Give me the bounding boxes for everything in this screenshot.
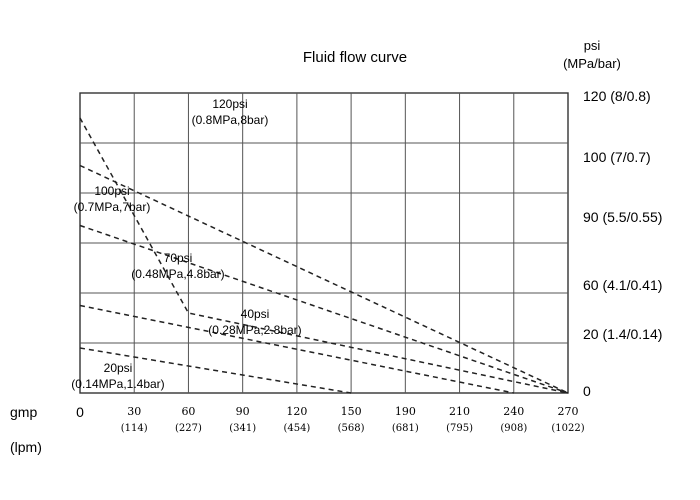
curve-labels: 120psi (0.8MPa,8bar) 100psi (0.7MPa,7bar) 70… bbox=[71, 97, 301, 391]
x-tick-sublabel: (681) bbox=[392, 423, 419, 434]
curve-4 bbox=[79, 347, 352, 394]
x-tick-sublabel: (454) bbox=[283, 423, 310, 434]
x-tick-label: 30 bbox=[127, 405, 141, 418]
x-tick-sublabel: (227) bbox=[175, 423, 202, 434]
x-tick-labels: 30 (114) 60 (227) 90 (341) 120 (454) 150 (568) 190… bbox=[121, 405, 585, 434]
y-tick-label: 20 (1.4/0.14) bbox=[583, 326, 662, 342]
x-tick-label: 60 bbox=[181, 405, 195, 418]
y-tick-label: 60 (4.1/0.41) bbox=[583, 277, 662, 293]
y-tick-labels: 120 (8/0.8) 100 (7/0.7) 90 (5.5/0.55) 60 (4… bbox=[583, 88, 662, 399]
x-tick-sublabel: (795) bbox=[446, 423, 473, 434]
x-zero-label: 0 bbox=[76, 404, 84, 420]
curve-label-3: 40psi bbox=[241, 307, 270, 321]
curve-sublabel-1: (0.7MPa,7bar) bbox=[74, 200, 151, 214]
y-tick-label: 100 (7/0.7) bbox=[583, 149, 651, 165]
x-tick-label: 150 bbox=[341, 405, 362, 418]
x-tick-sublabel: (1022) bbox=[551, 423, 584, 434]
chart-title: Fluid flow curve bbox=[303, 49, 407, 66]
curve-sublabel-2: (0.48MPa,4.8bar) bbox=[131, 267, 224, 281]
curve-label-2: 70psi bbox=[164, 251, 193, 265]
y-tick-label: 90 (5.5/0.55) bbox=[583, 209, 662, 225]
x-tick-sublabel: (568) bbox=[338, 423, 365, 434]
curve-label-4: 20psi bbox=[104, 361, 133, 375]
y-unit-psi: psi bbox=[584, 38, 601, 53]
curve-3 bbox=[79, 304, 514, 394]
x-tick-label: 190 bbox=[395, 405, 416, 418]
x-unit-lpm: (lpm) bbox=[10, 439, 42, 455]
x-unit-gmp: gmp bbox=[10, 404, 37, 420]
curve-label-1: 100psi bbox=[94, 184, 129, 198]
flow-curves bbox=[79, 117, 569, 394]
x-tick-sublabel: (341) bbox=[229, 423, 256, 434]
y-tick-label: 120 (8/0.8) bbox=[583, 88, 651, 104]
x-tick-label: 120 bbox=[286, 405, 307, 418]
curve-2 bbox=[79, 224, 569, 394]
curve-0 bbox=[79, 117, 569, 394]
curve-sublabel-4: (0.14MPa,1.4bar) bbox=[71, 377, 164, 391]
x-tick-label: 240 bbox=[503, 405, 524, 418]
x-tick-sublabel: (114) bbox=[121, 423, 148, 434]
curve-sublabel-3: (0.28MPa,2.8bar) bbox=[208, 323, 301, 337]
x-tick-label: 210 bbox=[449, 405, 470, 418]
x-tick-label: 270 bbox=[558, 405, 579, 418]
plot-grid bbox=[79, 92, 569, 394]
curve-label-0: 120psi bbox=[212, 97, 247, 111]
x-tick-label: 90 bbox=[236, 405, 250, 418]
y-tick-label: 0 bbox=[583, 383, 591, 399]
x-tick-sublabel: (908) bbox=[500, 423, 527, 434]
curve-sublabel-0: (0.8MPa,8bar) bbox=[192, 113, 269, 127]
y-unit-mpa-bar: (MPa/bar) bbox=[563, 56, 621, 71]
